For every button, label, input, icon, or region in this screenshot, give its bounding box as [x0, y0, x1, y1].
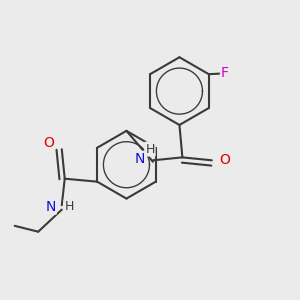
- Text: O: O: [43, 136, 54, 150]
- Text: N: N: [134, 152, 145, 166]
- Text: H: H: [64, 200, 74, 213]
- Text: F: F: [221, 66, 229, 80]
- Text: N: N: [45, 200, 56, 214]
- Text: H: H: [145, 142, 155, 156]
- Text: O: O: [220, 153, 230, 167]
